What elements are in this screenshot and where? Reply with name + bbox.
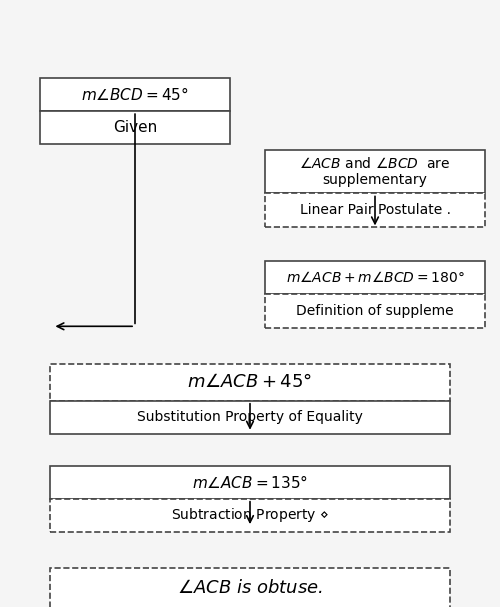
Bar xyxy=(265,262,485,294)
Text: $m\angle ACB + m\angle BCD = 180°$: $m\angle ACB + m\angle BCD = 180°$ xyxy=(286,271,465,285)
Bar xyxy=(265,194,485,226)
Bar xyxy=(50,401,450,434)
Text: $m\angle ACB = 135°$: $m\angle ACB = 135°$ xyxy=(192,473,308,490)
Bar xyxy=(50,466,450,499)
Text: Linear Pair Postulate .: Linear Pair Postulate . xyxy=(300,203,450,217)
Text: Substitution Property of Equality: Substitution Property of Equality xyxy=(137,410,363,424)
Text: $m\angle BCD = 45°$: $m\angle BCD = 45°$ xyxy=(81,86,189,103)
Bar xyxy=(265,294,485,328)
Bar xyxy=(50,499,450,532)
Text: Definition of suppleme: Definition of suppleme xyxy=(296,304,454,318)
Bar xyxy=(50,568,450,607)
Bar xyxy=(50,364,450,401)
Text: $\angle ACB$ is obtuse.: $\angle ACB$ is obtuse. xyxy=(177,579,323,597)
Text: Subtraction Property $\diamond$: Subtraction Property $\diamond$ xyxy=(171,506,329,524)
Text: $\angle ACB$ and $\angle BCD$  are
supplementary: $\angle ACB$ and $\angle BCD$ are supple… xyxy=(300,156,450,188)
Text: Given: Given xyxy=(113,120,157,135)
Bar xyxy=(40,111,230,144)
Bar xyxy=(40,78,230,111)
Text: $m\angle ACB + 45°$: $m\angle ACB + 45°$ xyxy=(188,373,312,391)
Bar xyxy=(265,150,485,194)
